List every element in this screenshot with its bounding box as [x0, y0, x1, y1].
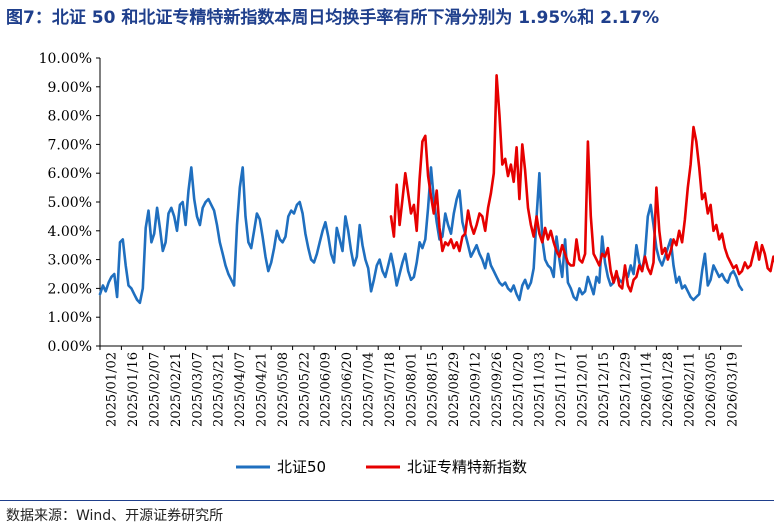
x-tick-label: 2025/04/21 [255, 352, 270, 427]
x-tick-label: 2025/10/20 [511, 352, 526, 427]
x-tick-label: 2025/12/15 [597, 352, 612, 427]
x-tick-label: 2026/01/28 [661, 352, 676, 427]
x-tick-label: 2025/03/07 [190, 352, 205, 427]
x-axis: 2025/01/02 2025/01/16 2025/02/07 2025/02/21… [99, 345, 742, 427]
x-tick-label: 2025/12/01 [576, 352, 591, 427]
x-tick-label: 2025/09/26 [490, 352, 505, 427]
series-layer [98, 73, 774, 305]
x-tick-label: 2025/11/17 [554, 352, 569, 427]
x-tick-label: 2025/06/09 [319, 352, 334, 427]
line-chart: 0.00% 1.00% 2.00% 3.00% 4.00% 5.00% 6.00% 7.00%… [39, 51, 774, 476]
y-tick-label: 3.00% [48, 253, 92, 269]
x-tick-label: 2025/05/22 [297, 352, 312, 427]
y-axis: 0.00% 1.00% 2.00% 3.00% 4.00% 5.00% 6.00% 7.00%… [39, 51, 101, 355]
series-line-2 [389, 73, 774, 293]
legend: 北证50 北证专精特新指数 [236, 458, 527, 476]
x-tick-label: 2025/08/15 [426, 352, 441, 427]
y-tick-label: 5.00% [48, 195, 92, 211]
x-tick-label: 2025/02/21 [169, 352, 184, 427]
x-tick-label: 2025/07/04 [362, 352, 377, 427]
x-tick-label: 2025/07/18 [383, 352, 398, 427]
y-tick-label: 2.00% [48, 281, 92, 297]
legend-label-series1: 北证50 [277, 458, 326, 476]
x-tick-label: 2026/03/05 [704, 352, 719, 427]
x-tick-label: 2026/01/14 [640, 352, 655, 427]
x-tick-label: 2026/03/19 [725, 352, 740, 427]
x-tick-label: 2025/09/12 [469, 352, 484, 427]
x-tick-label: 2025/08/01 [404, 352, 419, 427]
series-line-1 [98, 166, 744, 305]
y-tick-label: 8.00% [48, 109, 92, 125]
x-tick-label: 2025/04/07 [233, 352, 248, 427]
x-tick-label: 2025/01/02 [105, 352, 120, 427]
y-tick-label: 7.00% [48, 137, 92, 153]
y-tick-label: 4.00% [48, 224, 92, 240]
y-tick-label: 6.00% [48, 166, 92, 182]
x-tick-label: 2025/03/21 [212, 352, 227, 427]
x-tick-label: 2025/08/29 [447, 352, 462, 427]
x-tick-label: 2025/02/07 [148, 352, 163, 427]
x-tick-label: 2026/02/11 [683, 352, 698, 427]
x-tick-label: 2025/01/16 [126, 352, 141, 427]
y-tick-label: 1.00% [48, 310, 92, 326]
x-tick-label: 2025/05/08 [276, 352, 291, 427]
x-tick-label: 2025/11/03 [533, 352, 548, 427]
footer-divider [0, 500, 774, 501]
figure-title: 图7：北证 50 和北证专精特新指数本周日均换手率有所下滑分别为 1.95%和 … [6, 8, 660, 28]
y-tick-label: 9.00% [48, 80, 92, 96]
y-tick-label: 0.00% [48, 339, 92, 355]
source-note: 数据来源：Wind、开源证券研究所 [6, 508, 224, 524]
x-tick-label: 2025/12/29 [618, 352, 633, 427]
legend-label-series2: 北证专精特新指数 [407, 458, 527, 476]
y-tick-label: 10.00% [39, 51, 92, 67]
x-tick-label: 2025/06/20 [340, 352, 355, 427]
